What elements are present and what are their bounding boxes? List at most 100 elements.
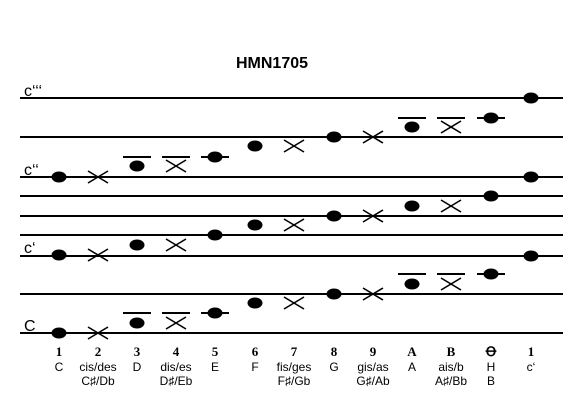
cross-stroke (87, 326, 109, 340)
column-label: 5E (211, 344, 219, 374)
column-number: 8 (331, 344, 338, 359)
note-cross (87, 248, 109, 262)
note-cross (165, 238, 187, 252)
note-row-high (51, 92, 539, 184)
diagram-title: HMN1705 (236, 55, 308, 72)
note-cross (87, 326, 109, 340)
note-dot (207, 307, 223, 319)
column-number: 6 (252, 344, 259, 359)
column-name: A (408, 360, 416, 374)
cross-stroke (440, 277, 462, 291)
column-label: 8G (329, 344, 338, 374)
cross-stroke (362, 209, 384, 223)
column-name: D (133, 360, 142, 374)
column-number: 3 (134, 344, 141, 359)
staff-lines (20, 97, 563, 334)
cross-stroke (362, 287, 384, 301)
note-cross (165, 159, 187, 173)
note-dot (207, 229, 223, 241)
note-dot (523, 92, 539, 104)
cross-stroke (362, 130, 384, 144)
cross-stroke (165, 238, 187, 252)
cross-stroke (87, 170, 109, 184)
note-dot (51, 171, 67, 183)
note-cross (87, 170, 109, 184)
note-cross (165, 316, 187, 330)
column-label: 1c‘ (527, 344, 536, 374)
note-cross (440, 277, 462, 291)
note-cross (283, 296, 305, 310)
column-name: ais/b (438, 360, 464, 374)
column-name: E (211, 360, 219, 374)
note-dot (247, 219, 263, 231)
note-row-low (51, 250, 539, 340)
column-name: cis/des (79, 360, 116, 374)
column-number: 2 (95, 344, 102, 359)
cross-stroke (283, 218, 305, 232)
column-name: F (251, 360, 258, 374)
column-number: 9 (370, 344, 377, 359)
column-name: gis/as (357, 360, 388, 374)
column-name: c‘ (527, 360, 536, 374)
note-dot (247, 140, 263, 152)
note-cross (440, 120, 462, 134)
cross-stroke (440, 199, 462, 213)
note-dot (483, 112, 499, 124)
column-name: C (55, 360, 64, 374)
column-alt-name: D♯/Eb (160, 374, 193, 388)
note-dot (247, 297, 263, 309)
octave-label-c2: c‘‘ (24, 162, 39, 179)
note-cross (440, 199, 462, 213)
note-marks (51, 92, 539, 340)
note-dot (326, 288, 342, 300)
note-cross (362, 130, 384, 144)
cross-stroke (440, 120, 462, 134)
note-dot (523, 250, 539, 262)
column-number: 5 (212, 344, 219, 359)
octave-labels: c‘‘‘ c‘‘ c‘ C (24, 83, 42, 335)
column-label: 6F (251, 344, 258, 374)
note-dot (404, 278, 420, 290)
note-dot (207, 151, 223, 163)
note-cross (283, 139, 305, 153)
note-dot (483, 268, 499, 280)
note-dot (51, 327, 67, 339)
cross-stroke (283, 296, 305, 310)
octave-label-c1: c‘ (24, 240, 36, 257)
note-dot (326, 210, 342, 222)
note-dot (404, 200, 420, 212)
note-dot (523, 171, 539, 183)
column-label: AA (407, 344, 417, 374)
column-number: B (447, 344, 456, 359)
column-number: Ꝋ (485, 344, 497, 359)
column-number: 1 (56, 344, 63, 359)
column-label: 1C (55, 344, 64, 374)
note-dot (129, 239, 145, 251)
column-alt-name: A♯/Bb (435, 374, 467, 388)
column-label: 3D (133, 344, 142, 374)
column-name: dis/es (160, 360, 191, 374)
cross-stroke (87, 248, 109, 262)
column-number: 7 (291, 344, 298, 359)
column-alt-name: C♯/Db (81, 374, 115, 388)
note-dot (129, 317, 145, 329)
cross-stroke (165, 159, 187, 173)
column-name: G (329, 360, 338, 374)
note-cross (362, 209, 384, 223)
cross-stroke (165, 316, 187, 330)
column-alt-name: F♯/Gb (278, 374, 311, 388)
octave-label-C: C (24, 318, 36, 335)
octave-label-c3: c‘‘‘ (24, 83, 42, 100)
column-alt-name: B (487, 374, 495, 388)
note-cross (362, 287, 384, 301)
column-name: fis/ges (277, 360, 312, 374)
column-name: H (487, 360, 496, 374)
note-row-mid (51, 171, 539, 262)
note-dot (326, 131, 342, 143)
